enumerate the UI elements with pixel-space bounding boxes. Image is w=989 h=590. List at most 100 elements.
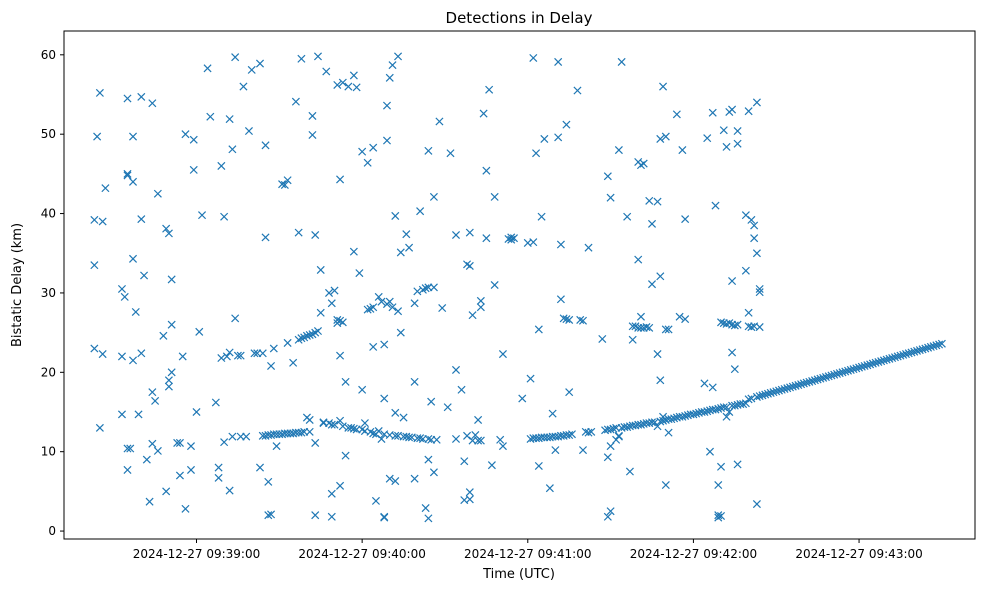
data-point	[90, 215, 99, 224]
data-point	[700, 407, 709, 417]
data-point	[777, 385, 786, 394]
data-point	[336, 351, 345, 360]
data-point	[606, 425, 615, 434]
data-point	[148, 99, 157, 108]
data-point	[750, 221, 759, 230]
data-point	[402, 230, 411, 239]
data-point	[391, 408, 400, 417]
data-point	[297, 54, 306, 63]
data-point	[93, 132, 102, 141]
data-point	[137, 92, 146, 101]
data-point	[744, 107, 753, 116]
data-point	[913, 346, 922, 355]
data-point	[123, 94, 132, 103]
data-point	[733, 460, 742, 469]
data-point	[551, 446, 560, 455]
data-point	[741, 266, 750, 275]
data-point	[703, 407, 712, 416]
data-point	[374, 427, 383, 436]
data-point	[556, 240, 565, 249]
data-point	[661, 325, 670, 334]
data-point	[752, 98, 761, 107]
data-point	[250, 349, 259, 358]
data-point	[432, 435, 441, 444]
data-point	[151, 396, 160, 405]
data-point	[396, 248, 405, 257]
data-point	[609, 424, 618, 433]
data-point	[117, 284, 126, 293]
data-point	[438, 303, 447, 313]
data-point	[763, 389, 772, 398]
data-point	[476, 296, 485, 305]
data-point	[623, 423, 632, 432]
data-point	[832, 369, 841, 378]
data-point	[554, 57, 563, 66]
data-point	[385, 297, 394, 306]
data-point	[752, 249, 761, 258]
data-point	[391, 431, 400, 440]
data-point	[222, 352, 231, 361]
data-point	[181, 130, 190, 139]
data-point	[672, 110, 681, 119]
data-point	[714, 511, 723, 520]
data-point	[261, 233, 270, 242]
data-point	[708, 108, 717, 117]
data-point	[225, 486, 234, 495]
data-point	[267, 361, 276, 370]
data-point	[890, 353, 899, 362]
data-point	[915, 346, 924, 355]
data-point	[242, 432, 251, 441]
data-point	[716, 511, 726, 521]
data-point	[855, 363, 864, 372]
data-point	[360, 419, 369, 428]
data-point	[899, 350, 908, 359]
data-point	[656, 376, 665, 385]
data-point	[476, 436, 485, 445]
data-point	[327, 299, 336, 308]
data-point	[231, 314, 240, 323]
data-point	[377, 297, 386, 306]
data-point	[794, 380, 803, 390]
data-point	[882, 355, 891, 364]
data-point	[162, 487, 171, 496]
data-point	[126, 444, 135, 453]
data-point	[755, 288, 764, 297]
data-point	[681, 215, 690, 224]
data-point	[802, 378, 811, 387]
data-point	[349, 424, 358, 433]
data-point	[584, 428, 593, 437]
data-point	[509, 234, 519, 243]
data-point	[554, 133, 563, 142]
data-point	[465, 488, 474, 497]
data-point	[98, 350, 107, 359]
data-point	[203, 64, 212, 73]
data-point	[556, 295, 565, 304]
data-point	[805, 377, 814, 386]
x-tick-label: 2024-12-27 09:43:00	[795, 547, 922, 561]
data-point	[311, 511, 320, 520]
data-point	[380, 513, 389, 522]
data-point	[369, 342, 378, 351]
data-point	[656, 272, 665, 281]
data-point	[416, 207, 425, 216]
data-point	[313, 327, 323, 336]
data-point	[918, 345, 927, 354]
data-point	[380, 340, 389, 349]
data-point	[747, 394, 756, 403]
data-point	[327, 512, 336, 521]
data-point	[755, 323, 764, 332]
data-point	[137, 349, 146, 358]
data-point	[838, 368, 847, 377]
data-point	[628, 335, 637, 344]
data-point	[137, 215, 146, 224]
data-point	[797, 380, 806, 389]
data-point	[255, 59, 265, 68]
data-point	[722, 142, 731, 151]
data-point	[140, 271, 149, 280]
data-point	[327, 489, 336, 498]
data-point	[758, 391, 767, 400]
data-point	[134, 410, 143, 419]
data-point	[123, 444, 132, 453]
data-point	[347, 423, 356, 432]
